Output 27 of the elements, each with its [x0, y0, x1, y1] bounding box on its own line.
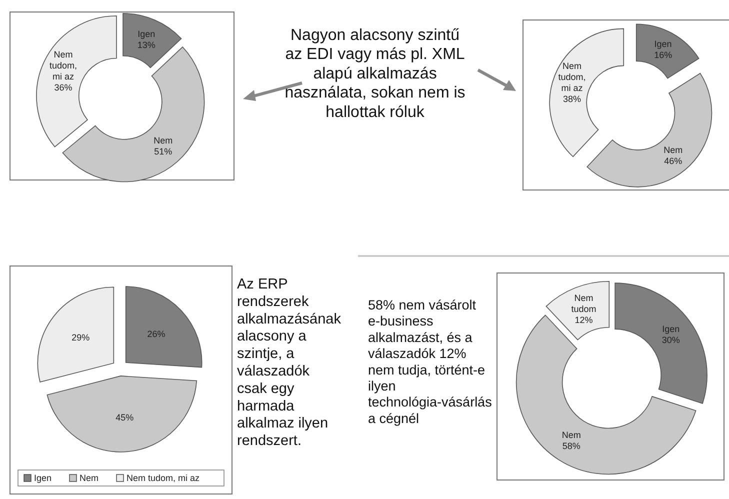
data-label: 13% [137, 40, 156, 50]
data-label: 12% [574, 315, 593, 326]
data-label: 26% [147, 328, 166, 339]
legend-label: Igen [34, 473, 52, 483]
text: Az ERP rendszerek alkalmazásának alacsony a szintje, a válaszadók csak egy harmada alkalmaz ilyen rendszert. [237, 276, 341, 450]
data-label: 29% [72, 332, 90, 342]
legend-label: Nem [80, 473, 99, 483]
slice-label: Igen [654, 38, 672, 49]
slice-label: Nem tudom, mi az [50, 49, 78, 82]
data-label: 46% [664, 156, 682, 166]
slice-label: Nem [664, 145, 683, 156]
slice-label: Igen [138, 28, 156, 39]
text: 58% nem vásárolt e-business alkalmazást, és a válaszadók 12% nem tudja, történt-e ilyen technológia-vásárlás a cégnél [368, 298, 492, 426]
data-label: 58% [562, 440, 580, 451]
legend-label: Nem tudom, mi az [126, 473, 200, 483]
data-label: 45% [116, 412, 134, 423]
slice-label: Igen [662, 324, 680, 334]
data-label: 51% [154, 146, 172, 156]
slice-label: Nem [154, 135, 173, 146]
data-label: 38% [563, 94, 582, 104]
data-label: 16% [654, 50, 672, 60]
slice-label: Nem tudom, mi az [558, 60, 586, 93]
data-label: 36% [54, 82, 72, 92]
slice-label: Nem [562, 430, 581, 440]
data-label: 30% [662, 335, 680, 346]
slice-label: Nem tudom [571, 293, 596, 314]
text: Nagyon alacsony szintű az EDI vagy más pl. XML alapú alkalmazás használata, sokan nem is hallottak róluk [284, 27, 466, 121]
